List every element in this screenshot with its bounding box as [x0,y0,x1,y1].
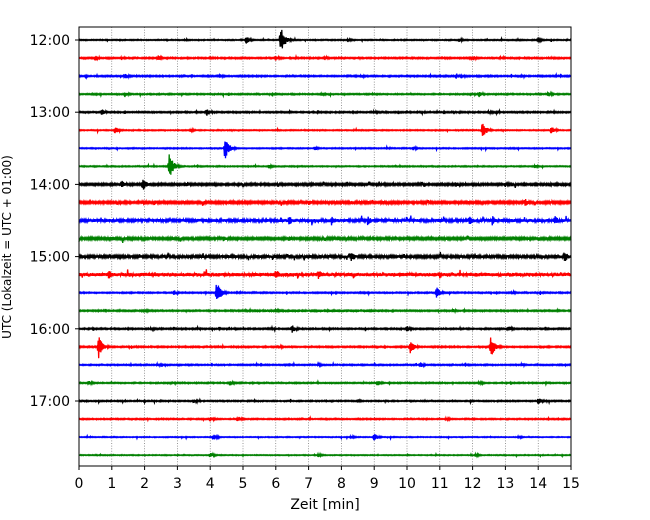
x-axis-label: Zeit [min] [290,497,359,513]
x-tick-label-8: 8 [337,476,346,492]
trace-1530 [78,284,572,300]
y-axis-label: UTC (Lokalzeit = UTC + 01:00) [0,155,14,339]
trace-1700 [78,397,572,406]
trace-layer [78,29,572,459]
trace-1630 [78,361,572,369]
trace-1545 [78,307,572,315]
x-tick-label-12: 12 [464,476,482,492]
trace-1345 [78,154,572,175]
x-tick-label-5: 5 [239,476,248,492]
y-tick-label-1: 13:00 [30,105,70,121]
trace-1515 [78,269,572,280]
x-tick-label-0: 0 [75,476,84,492]
y-tick-label-2: 14:00 [30,177,70,193]
x-tick-label-14: 14 [529,476,547,492]
trace-1745 [78,451,572,459]
x-tick-label-4: 4 [206,476,215,492]
trace-1645 [78,379,572,387]
y-tick-label-5: 17:00 [30,394,70,410]
x-tick-label-2: 2 [140,476,149,492]
y-tick-label-3: 15:00 [30,250,70,266]
trace-1400 [78,179,572,190]
trace-1715 [78,415,572,423]
trace-1430 [78,215,572,226]
trace-1445 [78,234,572,243]
trace-1615 [78,337,572,359]
trace-1245 [78,90,572,99]
trace-1200 [78,29,572,49]
x-tick-label-1: 1 [107,476,116,492]
x-tick-label-11: 11 [431,476,449,492]
trace-1415 [78,198,572,207]
y-tick-label-0: 12:00 [30,33,70,49]
trace-1730 [78,433,572,441]
vertical-grid [111,27,539,466]
trace-1215 [78,53,572,62]
x-tick-label-9: 9 [370,476,379,492]
x-tick-label-10: 10 [398,476,416,492]
trace-1330 [78,141,572,159]
x-tick-label-6: 6 [271,476,280,492]
x-tick-label-15: 15 [562,476,580,492]
y-tick-label-4: 16:00 [30,322,70,338]
x-axis: 0 1 2 3 4 5 6 7 8 9 10 11 12 13 14 15 [75,466,580,492]
plot-frame [78,26,572,467]
trace-1230 [78,71,572,81]
trace-1600 [78,324,572,333]
trace-1500 [78,251,572,262]
trace-1315 [78,123,572,136]
x-tick-label-7: 7 [304,476,313,492]
x-tick-label-3: 3 [173,476,182,492]
trace-1300 [78,108,572,117]
x-tick-label-13: 13 [496,476,514,492]
y-axis: 12:00 13:00 14:00 15:00 16:00 17:00 [30,33,79,410]
